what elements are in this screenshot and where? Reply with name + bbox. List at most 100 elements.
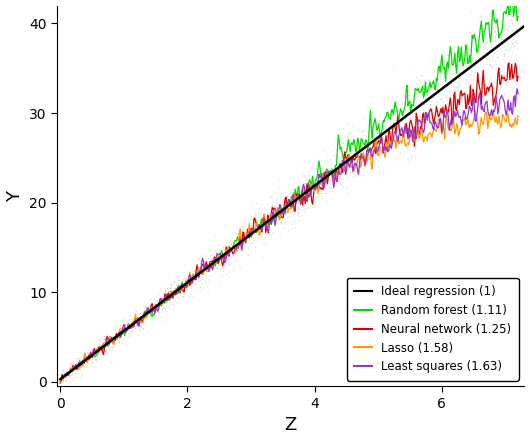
- Point: [500, 21, 509, 28]
- Point: [157, 305, 166, 312]
- Point: [152, 308, 160, 315]
- Point: [209, 264, 218, 271]
- Point: [73, 367, 82, 374]
- Point: [323, 153, 331, 160]
- Point: [430, 74, 439, 81]
- Point: [214, 242, 223, 249]
- Point: [378, 135, 386, 142]
- Point: [289, 202, 297, 209]
- Point: [507, 16, 515, 23]
- Point: [451, 88, 460, 95]
- Point: [378, 130, 387, 137]
- Point: [369, 131, 377, 138]
- Point: [366, 147, 374, 154]
- Point: [443, 62, 451, 69]
- Point: [274, 184, 282, 191]
- Point: [342, 159, 350, 166]
- Point: [420, 102, 428, 109]
- Point: [68, 370, 77, 377]
- Point: [169, 279, 178, 286]
- Point: [206, 245, 214, 252]
- Point: [155, 314, 164, 321]
- Point: [142, 303, 151, 310]
- Point: [279, 206, 288, 213]
- Point: [420, 124, 428, 131]
- Point: [310, 165, 318, 172]
- Point: [141, 299, 149, 306]
- Point: [125, 333, 134, 340]
- Point: [299, 203, 307, 210]
- Point: [108, 338, 117, 345]
- Point: [194, 268, 202, 275]
- Point: [482, 51, 490, 59]
- Point: [281, 199, 290, 206]
- Point: [162, 292, 171, 299]
- Point: [394, 117, 402, 125]
- Point: [228, 251, 237, 258]
- Point: [234, 237, 243, 244]
- Point: [156, 306, 165, 313]
- Point: [492, 40, 500, 48]
- Point: [122, 323, 131, 330]
- Point: [374, 127, 383, 134]
- Point: [337, 157, 346, 164]
- Point: [469, 71, 477, 78]
- Point: [205, 278, 213, 285]
- Point: [241, 229, 249, 236]
- Point: [361, 137, 370, 144]
- Point: [291, 206, 299, 213]
- Point: [420, 83, 428, 90]
- Point: [290, 224, 299, 231]
- Point: [510, 42, 518, 49]
- Point: [467, 45, 475, 52]
- Point: [206, 260, 214, 267]
- Point: [155, 308, 163, 315]
- Point: [215, 265, 223, 272]
- Point: [481, 67, 490, 74]
- Point: [417, 71, 426, 78]
- Point: [404, 91, 412, 98]
- Point: [346, 128, 354, 135]
- Point: [133, 319, 142, 326]
- Point: [420, 101, 429, 108]
- Point: [342, 165, 350, 172]
- Point: [500, 42, 508, 49]
- Point: [429, 73, 438, 81]
- Point: [486, 58, 494, 65]
- Point: [299, 187, 308, 194]
- Point: [338, 158, 347, 165]
- Point: [483, 52, 492, 59]
- Point: [244, 243, 252, 250]
- Point: [307, 183, 316, 191]
- Point: [238, 238, 246, 245]
- Point: [346, 163, 355, 170]
- Point: [481, 21, 489, 28]
- Point: [73, 363, 82, 370]
- Point: [497, 35, 506, 42]
- Point: [304, 175, 312, 182]
- Point: [276, 201, 284, 208]
- Point: [408, 116, 417, 123]
- Point: [86, 365, 94, 372]
- Point: [385, 134, 393, 141]
- Point: [357, 155, 366, 162]
- Point: [330, 162, 339, 169]
- Point: [511, 37, 520, 44]
- Point: [294, 211, 302, 218]
- Point: [482, 80, 491, 87]
- Point: [400, 142, 408, 149]
- Point: [179, 293, 188, 300]
- Point: [504, 44, 512, 51]
- Point: [400, 110, 408, 117]
- Point: [219, 263, 227, 270]
- Point: [464, 45, 473, 52]
- Point: [215, 256, 224, 263]
- Point: [114, 330, 123, 337]
- Point: [235, 230, 244, 237]
- Point: [284, 197, 292, 204]
- Point: [483, 46, 491, 53]
- Point: [258, 224, 266, 231]
- Point: [124, 330, 132, 337]
- Point: [258, 253, 266, 260]
- Point: [288, 220, 296, 227]
